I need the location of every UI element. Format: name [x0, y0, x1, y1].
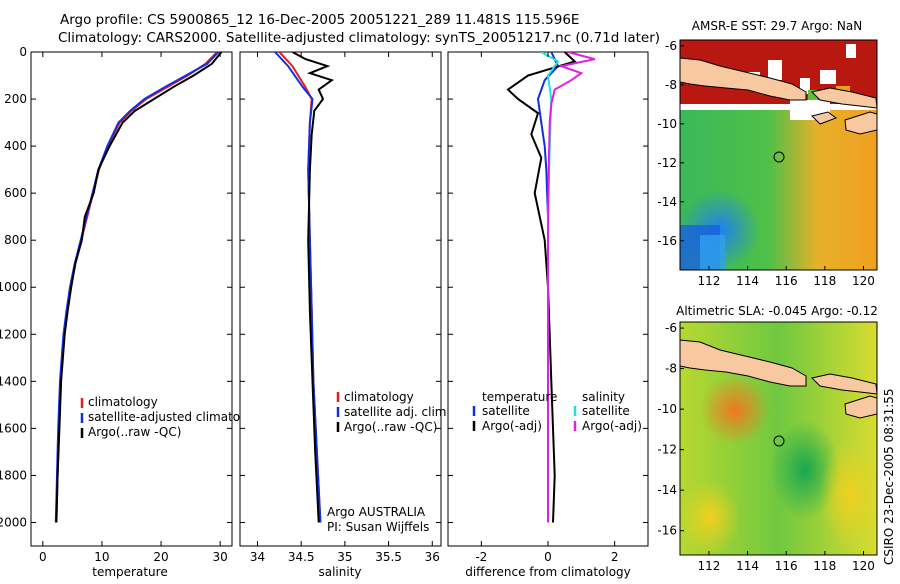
panel-temperature: 0 10 20 30 0 200 400 600 800 1000 1200 1400 1600 1800… [0, 45, 266, 579]
y-tick-label: 1000 [0, 280, 27, 294]
legend-item-satellite: satellite-adjusted climatology [88, 410, 266, 424]
x-tick-label: 20 [153, 550, 168, 564]
lat-tick-label: -12 [657, 443, 677, 457]
annotation-program: Argo AUSTRALIA [327, 505, 426, 519]
y-tick-label: 1400 [0, 374, 27, 388]
map-sla: Altimetric SLA: -0.045 Argo: -0.12 112 11… [657, 304, 878, 573]
lon-tick-label: 118 [813, 559, 836, 573]
lat-tick-label: -8 [665, 362, 677, 376]
panel-difference: -2 0 2 temperature satellite Argo(-adj) sa… [447, 51, 649, 579]
y-tick-label: 0 [19, 45, 27, 59]
lat-tick-label: -8 [665, 78, 677, 92]
xlabel-difference: difference from climatology [465, 565, 631, 579]
x-tick-label: 0 [544, 550, 552, 564]
legend-item-sal-satellite: satellite [582, 404, 630, 418]
xlabel-temperature: temperature [92, 565, 167, 579]
lon-tick-label: 114 [736, 274, 759, 288]
y-tick-label: 1200 [0, 327, 27, 341]
legend-item-argo: Argo(..raw -QC) [344, 420, 437, 434]
x-tick-label: 35 [337, 550, 352, 564]
x-tick-label: 10 [94, 550, 109, 564]
side-timestamp: CSIRO 23-Dec-2005 08:31:55 [882, 388, 896, 565]
lon-tick-label: 116 [775, 559, 798, 573]
lon-tick-label: 118 [813, 274, 836, 288]
lon-tick-label: 112 [698, 559, 721, 573]
lat-tick-label: -6 [665, 39, 677, 53]
legend-item-temp-satellite: satellite [482, 404, 530, 418]
legend-item-sal-argo: Argo(-adj) [582, 419, 642, 433]
series-argo-raw-qc [291, 52, 334, 523]
lat-tick-label: -14 [657, 483, 677, 497]
series-argo-raw-qc [55, 52, 223, 523]
lon-tick-label: 114 [736, 559, 759, 573]
map-sst: AMSR-E SST: 29.7 Argo: NaN 112 114 116 118 1… [657, 19, 878, 288]
x-tick-label: 35.5 [375, 550, 402, 564]
x-tick-label: 2 [611, 550, 619, 564]
lat-tick-label: -16 [657, 234, 677, 248]
lon-tick-label: 120 [852, 274, 875, 288]
lat-tick-label: -10 [657, 117, 677, 131]
legend-item-climatology: climatology [344, 390, 414, 404]
series-satellite-adj-clim [274, 52, 322, 523]
map-sst-title: AMSR-E SST: 29.7 Argo: NaN [692, 19, 862, 33]
header-line2: Climatology: CARS2000. Satellite-adjuste… [58, 30, 660, 46]
x-tick-label: 0 [39, 550, 47, 564]
lon-tick-label: 120 [852, 559, 875, 573]
legend-difference: temperature satellite Argo(-adj) salinit… [472, 390, 642, 433]
x-tick-label: -2 [475, 550, 487, 564]
x-tick-label: 36 [425, 550, 440, 564]
panel-salinity: 34 34.5 35 35.5 36 climatology satellite adj… [239, 51, 450, 579]
map-sla-title: Altimetric SLA: -0.045 Argo: -0.12 [676, 304, 878, 318]
series-satellite-adjusted-climatology [54, 52, 220, 523]
x-tick-label: 34.5 [288, 550, 315, 564]
y-tick-label: 400 [4, 139, 27, 153]
legend-item-climatology: climatology [88, 395, 158, 409]
legend-temperature: climatology satellite-adjusted climatolo… [80, 395, 266, 439]
lat-tick-label: -6 [665, 321, 677, 335]
header-line1: Argo profile: CS 5900865_12 16-Dec-2005 … [60, 12, 579, 28]
xlabel-salinity: salinity [318, 565, 361, 579]
legend-salinity: climatology satellite adj. clim. Argo(..… [336, 390, 450, 434]
legend-item-satellite: satellite adj. clim. [344, 405, 450, 419]
lon-tick-label: 116 [775, 274, 798, 288]
lat-tick-label: -12 [657, 156, 677, 170]
lat-tick-label: -16 [657, 524, 677, 538]
x-tick-label: 34 [250, 550, 265, 564]
series-temperature-argo-adj [506, 52, 577, 523]
y-tick-label: 800 [4, 233, 27, 247]
legend-item-temp-argo: Argo(-adj) [482, 419, 542, 433]
argo-marker [773, 151, 785, 163]
legend-group-temperature: temperature [482, 390, 557, 404]
x-tick-label: 30 [213, 550, 228, 564]
y-tick-label: 1600 [0, 421, 27, 435]
y-tick-label: 1800 [0, 468, 27, 482]
y-tick-label: 2000 [0, 515, 27, 529]
lat-tick-label: -10 [657, 402, 677, 416]
legend-group-salinity: salinity [582, 390, 625, 404]
series-salinity-argo-adj [547, 52, 595, 523]
argo-marker [773, 435, 785, 447]
y-tick-label: 200 [4, 92, 27, 106]
lon-tick-label: 112 [698, 274, 721, 288]
legend-item-argo: Argo(..raw -QC) [88, 425, 181, 439]
y-tick-label: 600 [4, 186, 27, 200]
lat-tick-label: -14 [657, 195, 677, 209]
annotation-pi: PI: Susan Wijffels [327, 520, 429, 534]
